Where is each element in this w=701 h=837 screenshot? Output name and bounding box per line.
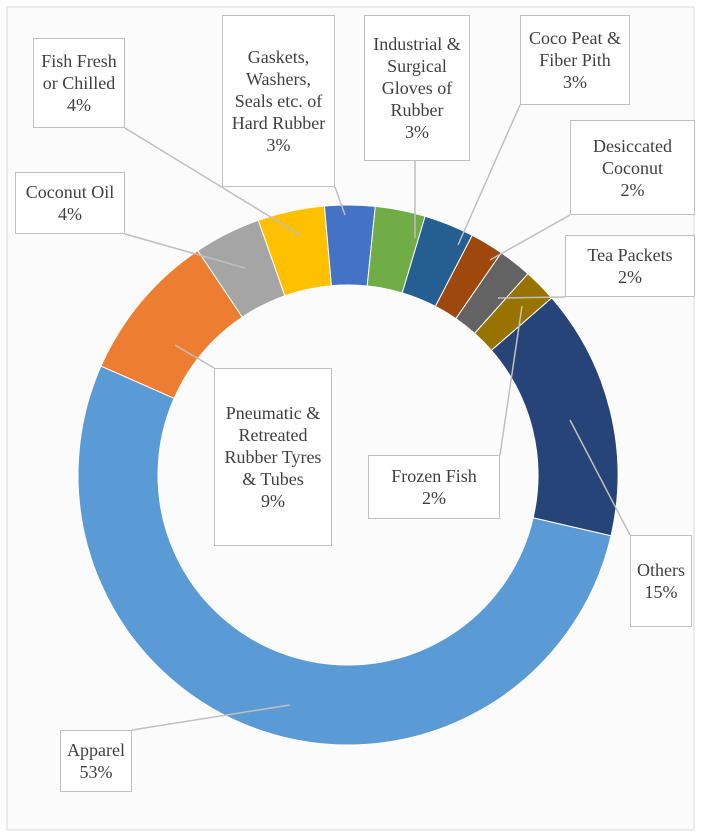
label-value: 4%: [67, 95, 91, 115]
data-label: Fish Fresh or Chilled 4%: [33, 38, 125, 128]
leader-line: [569, 419, 631, 536]
label-value: 15%: [644, 582, 678, 602]
leader-line: [124, 233, 246, 269]
data-label: Coconut Oil 4%: [15, 172, 125, 234]
data-label: Apparel 53%: [60, 730, 132, 792]
label-category: Coconut Oil: [25, 182, 115, 202]
leader-line: [334, 186, 346, 216]
label-category: Gaskets, Washers, Seals etc. of Hard Rub…: [231, 47, 326, 133]
leader-line: [497, 296, 566, 299]
data-label: Frozen Fish 2%: [368, 455, 500, 519]
leader-line: [489, 214, 571, 261]
label-value: 2%: [618, 267, 642, 287]
leader-line: [457, 104, 521, 246]
label-value: 9%: [261, 491, 285, 511]
leader-line: [174, 344, 215, 369]
leader-line: [499, 305, 523, 456]
label-value: 3%: [266, 135, 291, 155]
label-category: Fish Fresh or Chilled: [41, 51, 117, 93]
donut-slice: [323, 204, 376, 287]
label-value: 4%: [58, 204, 82, 224]
label-value: 3%: [563, 72, 587, 92]
label-value: 3%: [405, 122, 429, 142]
donut-slice: [490, 297, 619, 537]
label-value: 2%: [422, 488, 446, 508]
data-label: Gaskets, Washers, Seals etc. of Hard Rub…: [222, 15, 335, 187]
label-category: Tea Packets: [587, 245, 673, 265]
label-category: Pneumatic & Retreated Rubber Tyres & Tub…: [224, 403, 322, 489]
data-label: Industrial & Surgical Gloves of Rubber 3%: [364, 15, 470, 161]
data-label: Desiccated Coconut 2%: [570, 120, 695, 215]
label-value: 53%: [79, 762, 113, 782]
data-label: Others 15%: [630, 535, 692, 627]
leader-line: [131, 704, 291, 731]
label-category: Desiccated Coconut: [593, 135, 672, 178]
label-category: Apparel: [67, 740, 125, 760]
label-value: 2%: [620, 179, 645, 200]
label-category: Others: [637, 560, 685, 580]
leader-line: [124, 127, 301, 236]
label-category: Coco Peat & Fiber Pith: [529, 28, 621, 70]
data-label: Coco Peat & Fiber Pith 3%: [520, 15, 630, 105]
data-label: Pneumatic & Retreated Rubber Tyres & Tub…: [214, 368, 332, 546]
label-category: Industrial & Surgical Gloves of Rubber: [373, 34, 461, 120]
donut-slice: [77, 365, 612, 746]
data-label: Tea Packets 2%: [565, 235, 695, 297]
label-category: Frozen Fish: [391, 466, 477, 486]
